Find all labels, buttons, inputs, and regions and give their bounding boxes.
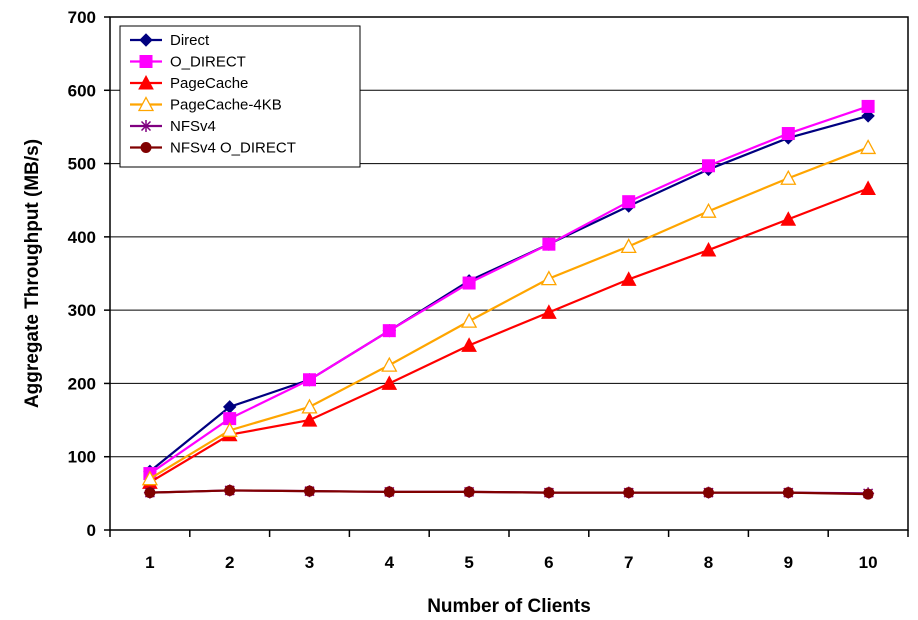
- series-line: [149, 187, 869, 484]
- y-tick-label: 400: [68, 228, 96, 247]
- series-line: [149, 146, 869, 480]
- legend-label: NFSv4: [170, 118, 216, 135]
- series-pagecache-4kb: [141, 139, 877, 486]
- data-point: [141, 470, 158, 486]
- data-point: [703, 487, 714, 499]
- series-line: [149, 105, 869, 475]
- data-point: [620, 238, 637, 254]
- data-point: [461, 312, 478, 328]
- data-point: [862, 488, 874, 500]
- data-point: [541, 304, 557, 319]
- data-point: [623, 487, 635, 499]
- data-point: [702, 159, 715, 173]
- y-tick-label: 0: [87, 521, 96, 540]
- legend-label: NFSv4 O_DIRECT: [170, 140, 296, 157]
- y-tick-label: 700: [68, 8, 96, 27]
- data-point: [622, 195, 636, 209]
- x-axis: 1 2 3 4 5 6 7 8 9 10: [109, 530, 909, 572]
- x-tick-label: 3: [305, 553, 314, 572]
- legend-label: PageCache: [170, 75, 248, 92]
- legend-marker: [139, 33, 153, 47]
- legend-label: PageCache-4KB: [170, 97, 282, 114]
- x-tick-label: 6: [544, 553, 553, 572]
- legend-marker: [137, 96, 155, 112]
- x-tick-label: 4: [385, 553, 395, 572]
- data-point: [301, 398, 318, 414]
- series-nfsv4-o-direct: [144, 484, 874, 500]
- series-o-direct: [143, 99, 875, 481]
- data-point: [301, 412, 318, 427]
- legend-marker: [139, 55, 153, 68]
- x-tick-label: 7: [624, 553, 633, 572]
- y-tick-label: 100: [68, 448, 96, 467]
- data-point: [144, 487, 156, 499]
- data-point: [463, 486, 475, 498]
- data-point: [221, 421, 238, 437]
- data-point: [304, 485, 315, 497]
- data-point: [860, 180, 876, 195]
- x-tick-label: 10: [859, 553, 878, 572]
- x-axis-title: Number of Clients: [427, 596, 591, 617]
- data-point: [781, 127, 795, 141]
- legend-label: O_DIRECT: [170, 54, 246, 71]
- x-tick-label: 1: [145, 553, 154, 572]
- y-tick-label: 200: [68, 374, 96, 393]
- data-point: [700, 241, 717, 257]
- x-tick-label: 5: [464, 553, 473, 572]
- data-point: [461, 337, 477, 352]
- data-point: [780, 169, 797, 185]
- data-point: [782, 487, 794, 499]
- x-tick-label: 9: [784, 553, 793, 572]
- legend-item: PageCache: [130, 74, 248, 92]
- data-point: [382, 324, 396, 338]
- x-tick-label: 8: [704, 553, 713, 572]
- data-point: [303, 373, 316, 387]
- data-point: [861, 109, 875, 123]
- data-point: [543, 487, 555, 499]
- legend-item: NFSv4 O_DIRECT: [130, 140, 296, 157]
- data-point: [383, 486, 395, 498]
- legend-marker: [138, 74, 154, 90]
- series-pagecache: [142, 180, 876, 489]
- data-point: [860, 139, 877, 155]
- data-point: [780, 211, 797, 226]
- data-point: [620, 271, 637, 286]
- x-tick-label: 2: [225, 553, 234, 572]
- y-axis-title: Aggregate Throughput (MB/s): [22, 139, 43, 408]
- legend-item: NFSv4: [130, 118, 216, 135]
- legend-item: Direct: [130, 32, 210, 49]
- legend-label: Direct: [170, 32, 210, 49]
- data-point: [542, 237, 556, 251]
- legend-marker: [140, 142, 152, 153]
- data-point: [462, 276, 476, 290]
- data-point: [540, 270, 557, 286]
- legend-item: O_DIRECT: [130, 54, 246, 71]
- series-line: [149, 114, 869, 473]
- legend-marker: [140, 120, 152, 132]
- y-tick-label: 500: [68, 155, 96, 174]
- legend: Direct O_DIRECT PageCache PageCache-4KB NFSv…: [119, 25, 361, 168]
- data-point: [700, 202, 717, 218]
- y-tick-label: 300: [68, 301, 96, 320]
- series-line: [149, 489, 869, 496]
- legend-item: PageCache-4KB: [130, 96, 282, 114]
- series-layer: [141, 99, 877, 500]
- y-axis: 0 100 200 300 400 500 600 700: [68, 8, 110, 540]
- data-point: [861, 99, 875, 113]
- data-point: [381, 375, 398, 390]
- y-tick-label: 600: [68, 81, 96, 100]
- data-point: [381, 356, 398, 372]
- legend-box: [119, 25, 361, 168]
- data-point: [224, 484, 236, 496]
